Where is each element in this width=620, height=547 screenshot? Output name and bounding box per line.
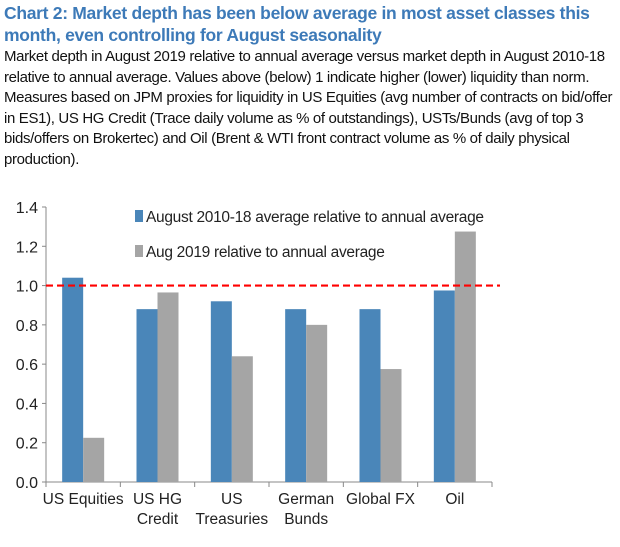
x-tick-label: Treasuries	[196, 511, 269, 528]
bar-august-2010-18-0	[62, 277, 84, 482]
x-tick-label: US	[221, 491, 243, 508]
bar-aug-2019-5	[454, 231, 476, 482]
x-tick-label: US Equities	[43, 491, 124, 508]
y-tick-label: 0.6	[16, 357, 38, 374]
legend-swatch	[135, 210, 143, 222]
bar-aug-2019-1	[157, 292, 179, 482]
legend-swatch	[135, 245, 143, 257]
y-tick-label: 0.0	[16, 475, 38, 492]
bar-aug-2019-4	[380, 369, 402, 482]
y-tick-label: 1.0	[16, 279, 38, 296]
bar-august-2010-18-1	[136, 309, 158, 482]
x-tick-label: Global FX	[346, 491, 416, 508]
x-tick-label: German	[278, 491, 334, 508]
bar-chart: 0.0 0.2 0.4 0.6 0.8 1.0 1.2 1.4 US Equities US HG…	[16, 200, 500, 528]
y-tick-label: 0.8	[16, 318, 38, 335]
bar-august-2010-18-2	[210, 301, 232, 482]
bar-august-2010-18-3	[285, 309, 307, 482]
x-tick-label: US HG	[133, 491, 182, 508]
chart-description: Market depth in August 2019 relative to …	[4, 48, 613, 168]
y-tick-label: 1.4	[16, 200, 38, 217]
y-tick-label: 0.4	[16, 396, 38, 413]
bar-aug-2019-2	[231, 356, 253, 482]
bar-august-2010-18-4	[359, 309, 381, 482]
x-tick-label: Credit	[137, 511, 179, 528]
y-tick-label: 0.2	[16, 436, 38, 453]
x-tick-label: Oil	[445, 491, 464, 508]
bar-aug-2019-3	[306, 324, 328, 482]
bar-aug-2019-0	[83, 437, 105, 482]
bar-august-2010-18-5	[433, 290, 455, 482]
chart-title: Chart 2: Market depth has been below ave…	[4, 3, 590, 45]
x-tick-label: Bunds	[284, 511, 328, 528]
legend-label: Aug 2019 relative to annual average	[146, 244, 385, 261]
y-tick-label: 1.2	[16, 239, 38, 256]
legend-label: August 2010-18 average relative to annua…	[146, 209, 484, 226]
